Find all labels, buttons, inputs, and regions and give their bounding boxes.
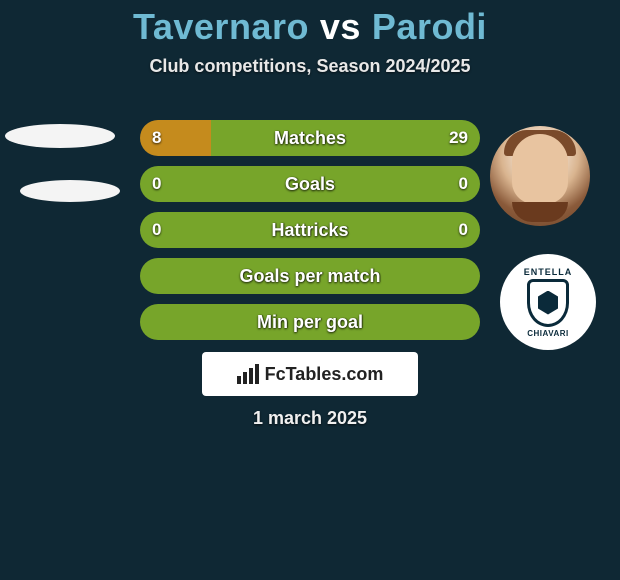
stat-value-left: 0 — [152, 166, 161, 202]
player-left-club-badge — [20, 180, 120, 202]
title-vs: vs — [320, 6, 361, 47]
crest-bottom-text: CHIAVARI — [527, 329, 568, 338]
stat-value-right: 0 — [459, 212, 468, 248]
avatar-face — [512, 134, 568, 204]
stat-value-left: 0 — [152, 212, 161, 248]
stat-bar: Hattricks0 0 — [140, 212, 480, 248]
stat-label: Goals per match — [140, 258, 480, 294]
title-left: Tavernaro — [133, 6, 309, 47]
stat-bar: Min per goal — [140, 304, 480, 340]
stat-bar: Goals per match — [140, 258, 480, 294]
date-text: 1 march 2025 — [0, 408, 620, 429]
brand-box[interactable]: FcTables.com — [202, 352, 418, 396]
page-title: Tavernaro vs Parodi — [0, 0, 620, 48]
stat-bar: Matches8 29 — [140, 120, 480, 156]
title-right: Parodi — [372, 6, 487, 47]
stat-label: Matches — [140, 120, 480, 156]
brand-text: FcTables.com — [265, 364, 384, 385]
player-right-avatar — [490, 126, 590, 226]
stat-value-right: 29 — [449, 120, 468, 156]
stat-value-right: 0 — [459, 166, 468, 202]
stat-label: Goals — [140, 166, 480, 202]
crest-inner-icon — [538, 291, 558, 315]
crest-shield-icon — [527, 279, 569, 327]
subtitle: Club competitions, Season 2024/2025 — [0, 56, 620, 77]
stats-panel: Matches829Goals00Hattricks00Goals per ma… — [140, 120, 480, 350]
avatar-beard — [512, 202, 568, 222]
crest-top-text: ENTELLA — [524, 267, 573, 277]
stat-bar: Goals0 0 — [140, 166, 480, 202]
brand-chart-icon — [237, 364, 259, 384]
stat-label: Hattricks — [140, 212, 480, 248]
player-right-club-badge: ENTELLA CHIAVARI — [500, 254, 596, 350]
stat-label: Min per goal — [140, 304, 480, 340]
player-left-avatar — [5, 124, 115, 148]
stat-value-left: 8 — [152, 120, 161, 156]
